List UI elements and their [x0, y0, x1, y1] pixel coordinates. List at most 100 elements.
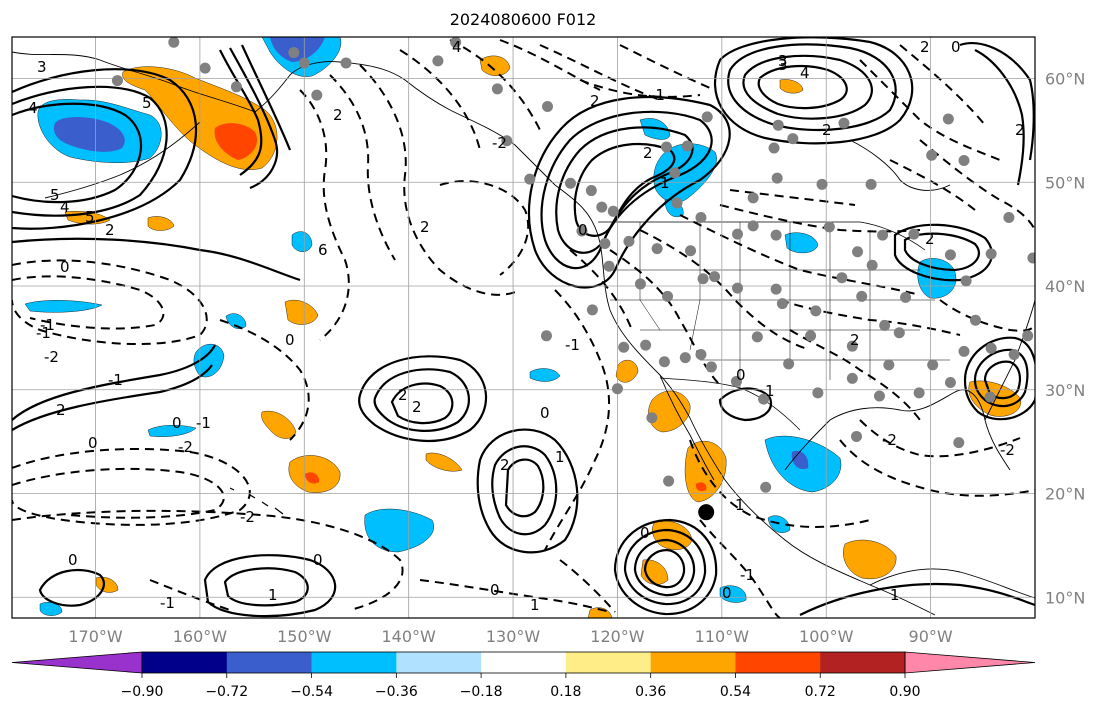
station-dot — [651, 243, 663, 255]
contour-label: 4 — [60, 198, 70, 216]
positive-anomaly-region — [95, 577, 119, 593]
station-dot — [288, 47, 300, 59]
station-dot — [865, 178, 877, 190]
colorbar-extend-high — [904, 651, 1036, 674]
station-dot — [491, 83, 503, 95]
station-dot — [640, 339, 652, 351]
station-dot — [450, 37, 462, 48]
colorbar-tick-label: 0.72 — [805, 684, 836, 700]
station-dot — [709, 271, 721, 283]
colorbar-outline — [141, 651, 906, 674]
station-dot — [646, 412, 658, 424]
contour-labels: 3 4 5 4 5 2 5 4 3 2 6 0 -1 -2 -1 0 2 -1 … — [28, 38, 1025, 614]
contour-label: -1 — [36, 324, 51, 342]
contour-label: 2 — [822, 121, 832, 139]
contour-solid — [203, 554, 337, 618]
station-dot — [776, 298, 788, 310]
contour-solid — [903, 232, 980, 272]
contour-solid — [718, 387, 773, 422]
contour-dashed-lines — [12, 39, 1035, 618]
negative-anomaly-region — [529, 368, 561, 382]
latitude-tick-label: 50°N — [1045, 173, 1085, 192]
longitude-tick-label: 150°W — [277, 627, 332, 646]
contour-solid — [633, 538, 696, 597]
station-dot — [944, 376, 956, 388]
station-dot — [926, 149, 938, 161]
station-dot — [695, 348, 707, 360]
contour-dashed — [679, 214, 921, 296]
contour-dashed — [219, 319, 310, 441]
contour-label: 3 — [778, 56, 788, 74]
contour-dashed — [544, 289, 610, 551]
contour-dashed — [699, 519, 781, 618]
positive-anomaly-region — [843, 539, 897, 580]
colorbar-segment — [650, 652, 736, 673]
station-dot — [1027, 252, 1035, 264]
station-dot — [1022, 330, 1034, 342]
colorbar-tick-label: −0.18 — [460, 684, 503, 700]
station-dot — [770, 283, 782, 295]
station-dot — [607, 205, 619, 217]
contour-label: 2 — [590, 92, 600, 110]
positive-anomaly-region — [261, 410, 297, 439]
aleutian-chain — [44, 121, 201, 199]
contour-dashed — [539, 44, 661, 101]
contour-label: 5 — [85, 208, 95, 226]
latitude-labels: 60°N 50°N 40°N 30°N 20°N 10°N — [1045, 70, 1085, 608]
station-dot — [311, 89, 323, 101]
contour-solid — [38, 568, 105, 607]
station-dot — [731, 282, 743, 294]
station-dot — [1008, 348, 1020, 360]
contour-label: -2 — [1000, 441, 1015, 459]
station-dot — [846, 340, 858, 352]
contour-label: 5 — [142, 94, 152, 112]
station-dot — [873, 390, 885, 402]
station-dot — [747, 220, 759, 232]
west-coast-coastline — [554, 184, 936, 616]
station-dot — [960, 275, 972, 287]
colorbar-segment — [481, 652, 567, 673]
contour-dashed — [559, 559, 616, 613]
contour-label: 0 — [722, 584, 732, 602]
negative-anomaly-region — [791, 450, 809, 470]
contour-label: 1 — [660, 174, 670, 192]
station-dot — [944, 249, 956, 261]
contour-label: 0 — [172, 414, 182, 432]
station-dot — [856, 290, 868, 302]
latitude-tick-label: 60°N — [1045, 70, 1085, 89]
contour-label: 2 — [398, 386, 408, 404]
station-dot — [805, 330, 817, 342]
contour-solid — [893, 223, 993, 282]
contour-label: 1 — [555, 448, 565, 466]
station-dot — [671, 197, 683, 209]
station-dot — [585, 185, 597, 197]
contour-label: 0 — [285, 331, 295, 349]
contour-dashed — [12, 509, 404, 611]
contour-solid — [757, 64, 848, 110]
station-dot — [985, 248, 997, 260]
colorbar-segment — [735, 652, 821, 673]
gulf-coast-coastline — [784, 389, 1011, 471]
contour-label: 2 — [925, 230, 935, 248]
station-dot — [564, 177, 576, 189]
station-dot — [823, 221, 835, 233]
contour-solid — [742, 54, 873, 120]
contour-solid — [623, 528, 707, 606]
station-dot — [540, 330, 552, 342]
negative-anomaly-region — [784, 232, 819, 254]
contour-solid — [504, 458, 545, 518]
colorbar-tick-labels: −0.90 −0.72 −0.54 −0.36 −0.18 0.18 0.36 0.54 0.7… — [121, 684, 921, 700]
station-dot — [542, 101, 554, 113]
contour-solid — [476, 428, 579, 554]
station-dot — [681, 140, 693, 152]
negative-anomaly-region — [39, 602, 63, 616]
contour-dashed — [839, 439, 1035, 497]
station-dot — [760, 481, 772, 493]
contour-label: -1 — [650, 86, 665, 104]
contour-label: 2 — [500, 456, 510, 474]
station-dot — [768, 142, 780, 154]
contour-label: 4 — [28, 99, 38, 117]
contour-dashed — [889, 159, 976, 211]
colorbar-tick-label: 0.36 — [635, 684, 666, 700]
longitude-tick-label: 140°W — [381, 627, 436, 646]
